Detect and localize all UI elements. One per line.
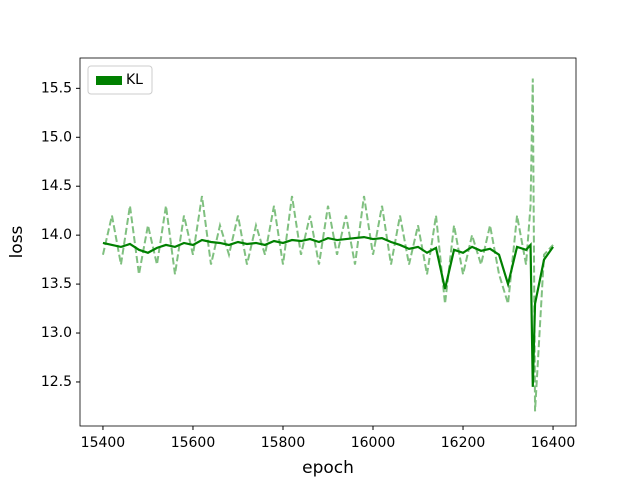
y-tick-label: 15.5: [41, 80, 72, 96]
series-line: [102, 235, 554, 387]
x-axis-title: epoch: [302, 458, 354, 478]
x-tick-label: 16200: [441, 435, 486, 451]
y-tick-label: 15.0: [41, 129, 72, 145]
y-tick-label: 12.5: [41, 374, 72, 390]
x-tick-label: 15800: [261, 435, 306, 451]
x-tick-label: 16400: [531, 435, 576, 451]
x-tick-label: 15400: [81, 435, 126, 451]
plot-area: [80, 58, 576, 426]
axes-frame: [79, 57, 577, 427]
y-tick-label: 13.0: [41, 325, 72, 341]
y-tick-label: 14.5: [41, 178, 72, 194]
y-tick-label: 14.0: [41, 227, 72, 243]
x-tick-label: 15600: [171, 435, 216, 451]
legend-swatch: [96, 76, 122, 85]
legend-label: KL: [126, 72, 143, 88]
series-line: [101, 78, 554, 412]
y-tick-label: 13.5: [41, 276, 72, 292]
y-axis-title: loss: [7, 225, 27, 258]
x-tick-label: 16000: [351, 435, 396, 451]
